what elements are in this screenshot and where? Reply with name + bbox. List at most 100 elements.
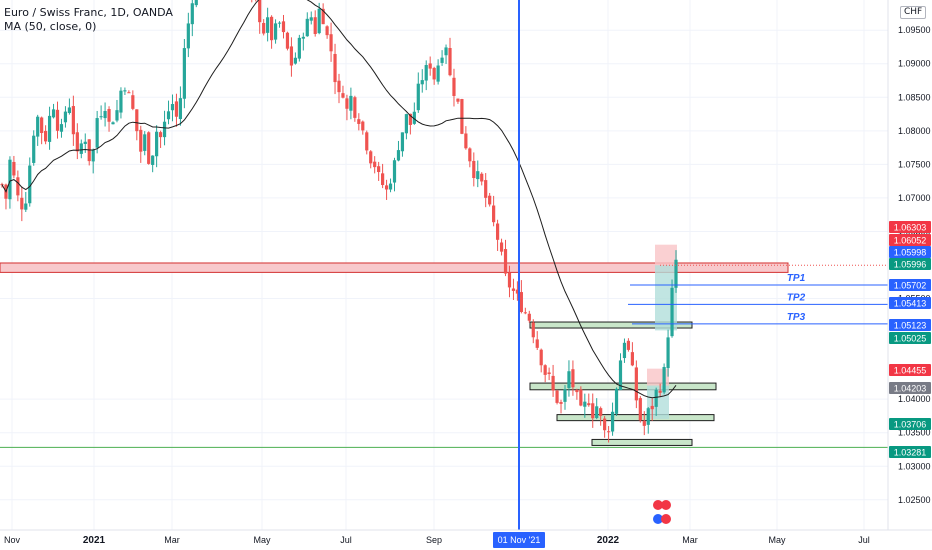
price-tick-label: 1.03500	[898, 428, 931, 438]
candle	[55, 101, 60, 139]
tp-label: TP1	[787, 273, 806, 284]
price-label-badge[interactable]: 1.03281	[889, 446, 931, 458]
flag-icon-ch	[661, 514, 671, 524]
price-tick-label: 1.08000	[898, 126, 931, 136]
price-label-badge[interactable]: 1.05996	[889, 258, 931, 270]
candle-body	[543, 365, 547, 375]
candle-body	[603, 418, 607, 431]
candle-body	[587, 403, 591, 406]
price-label-badge[interactable]: 1.04203	[889, 382, 931, 394]
candle	[357, 113, 361, 131]
candle-body	[420, 80, 424, 85]
candle-body	[614, 388, 619, 414]
candle	[674, 250, 678, 293]
candle-body	[353, 97, 357, 118]
candle-body	[400, 132, 405, 152]
candle-body	[8, 159, 12, 200]
price-label-badge[interactable]: 1.03706	[889, 418, 931, 430]
candle	[361, 120, 365, 135]
price-label-text: 1.05025	[894, 334, 927, 344]
candle-body	[357, 119, 361, 124]
candle-body	[456, 98, 460, 102]
candle	[428, 56, 432, 76]
candle-body	[638, 398, 642, 421]
time-tick-label: Jul	[340, 535, 352, 545]
candle-body	[79, 143, 83, 154]
candle-body	[476, 171, 480, 180]
chart-zones	[0, 244, 789, 446]
price-label-text: 1.04203	[894, 384, 927, 394]
tp-label: TP2	[787, 292, 806, 303]
candle-body	[258, 0, 262, 23]
candle	[420, 69, 424, 93]
price-label-badge[interactable]: 1.04455	[889, 364, 931, 376]
candle-body	[499, 242, 504, 252]
candle	[610, 402, 615, 436]
candle-body	[575, 389, 579, 393]
candle-body	[527, 313, 531, 321]
candle	[618, 353, 623, 391]
price-label-badge[interactable]: 1.05998	[889, 246, 931, 258]
price-label-bg	[889, 279, 931, 291]
candle-body	[591, 403, 595, 419]
time-axis[interactable]: Nov 2021 Mar May Jul Sep 01 Nov '21 2022 Mar May J…	[0, 529, 932, 550]
candle	[349, 87, 353, 120]
candle	[381, 163, 385, 189]
chart-legend: Euro / Swiss Franc, 1D, OANDA MA (50, cl…	[4, 6, 173, 34]
candle-body	[158, 132, 163, 138]
candle-body	[583, 401, 587, 407]
candle	[603, 416, 607, 438]
price-label-badge[interactable]: 1.06303	[889, 221, 931, 233]
price-label-badge[interactable]: 1.05702	[889, 279, 931, 291]
candle	[95, 110, 99, 154]
candle	[468, 147, 472, 168]
candle-body	[579, 389, 583, 406]
candle	[305, 12, 309, 37]
candle	[436, 59, 440, 85]
candle	[270, 15, 274, 49]
candle-body	[484, 180, 488, 198]
candle	[44, 125, 48, 145]
candle-body	[436, 65, 440, 82]
candle	[178, 86, 183, 126]
time-tick-label: Mar	[682, 535, 698, 545]
price-label-text: 1.03706	[894, 420, 927, 430]
candle-body	[547, 372, 551, 375]
candle	[325, 25, 329, 39]
price-label-badge[interactable]: 1.05413	[889, 297, 931, 309]
long-position-stop	[655, 244, 677, 266]
chart-icons[interactable]	[653, 500, 671, 524]
candle	[369, 150, 373, 169]
price-label-bg	[889, 418, 931, 430]
candle	[166, 100, 171, 125]
candle-body	[305, 18, 309, 37]
candle	[543, 364, 547, 383]
candle-body	[551, 375, 555, 391]
candle	[444, 44, 448, 64]
candle	[266, 7, 270, 42]
price-axis[interactable]: 1.09500 1.09000 1.08500 1.08000 1.07500 1.070…	[887, 0, 932, 550]
candle	[638, 396, 642, 423]
candle	[571, 360, 575, 396]
candle	[127, 90, 131, 94]
candle	[28, 157, 32, 207]
price-label-badge[interactable]: 1.06052	[889, 234, 931, 246]
candle	[194, 0, 198, 8]
price-label-badge[interactable]: 1.05025	[889, 332, 931, 344]
time-tick-label: Jul	[858, 535, 870, 545]
candle	[63, 106, 68, 128]
candle	[75, 123, 79, 160]
candle-body	[313, 17, 317, 34]
candle-body	[309, 17, 313, 21]
economic-event-icons[interactable]	[653, 500, 671, 524]
candle-body	[531, 322, 535, 338]
candle	[662, 363, 666, 395]
price-label-badge[interactable]: 1.05123	[889, 319, 931, 331]
currency-badge[interactable]: CHF	[900, 6, 927, 19]
candle-body	[480, 173, 484, 182]
candle	[555, 389, 559, 405]
indicator-title: MA (50, close, 0)	[4, 20, 97, 33]
price-tick-label: 1.09500	[898, 25, 931, 35]
candle-body	[135, 109, 139, 132]
